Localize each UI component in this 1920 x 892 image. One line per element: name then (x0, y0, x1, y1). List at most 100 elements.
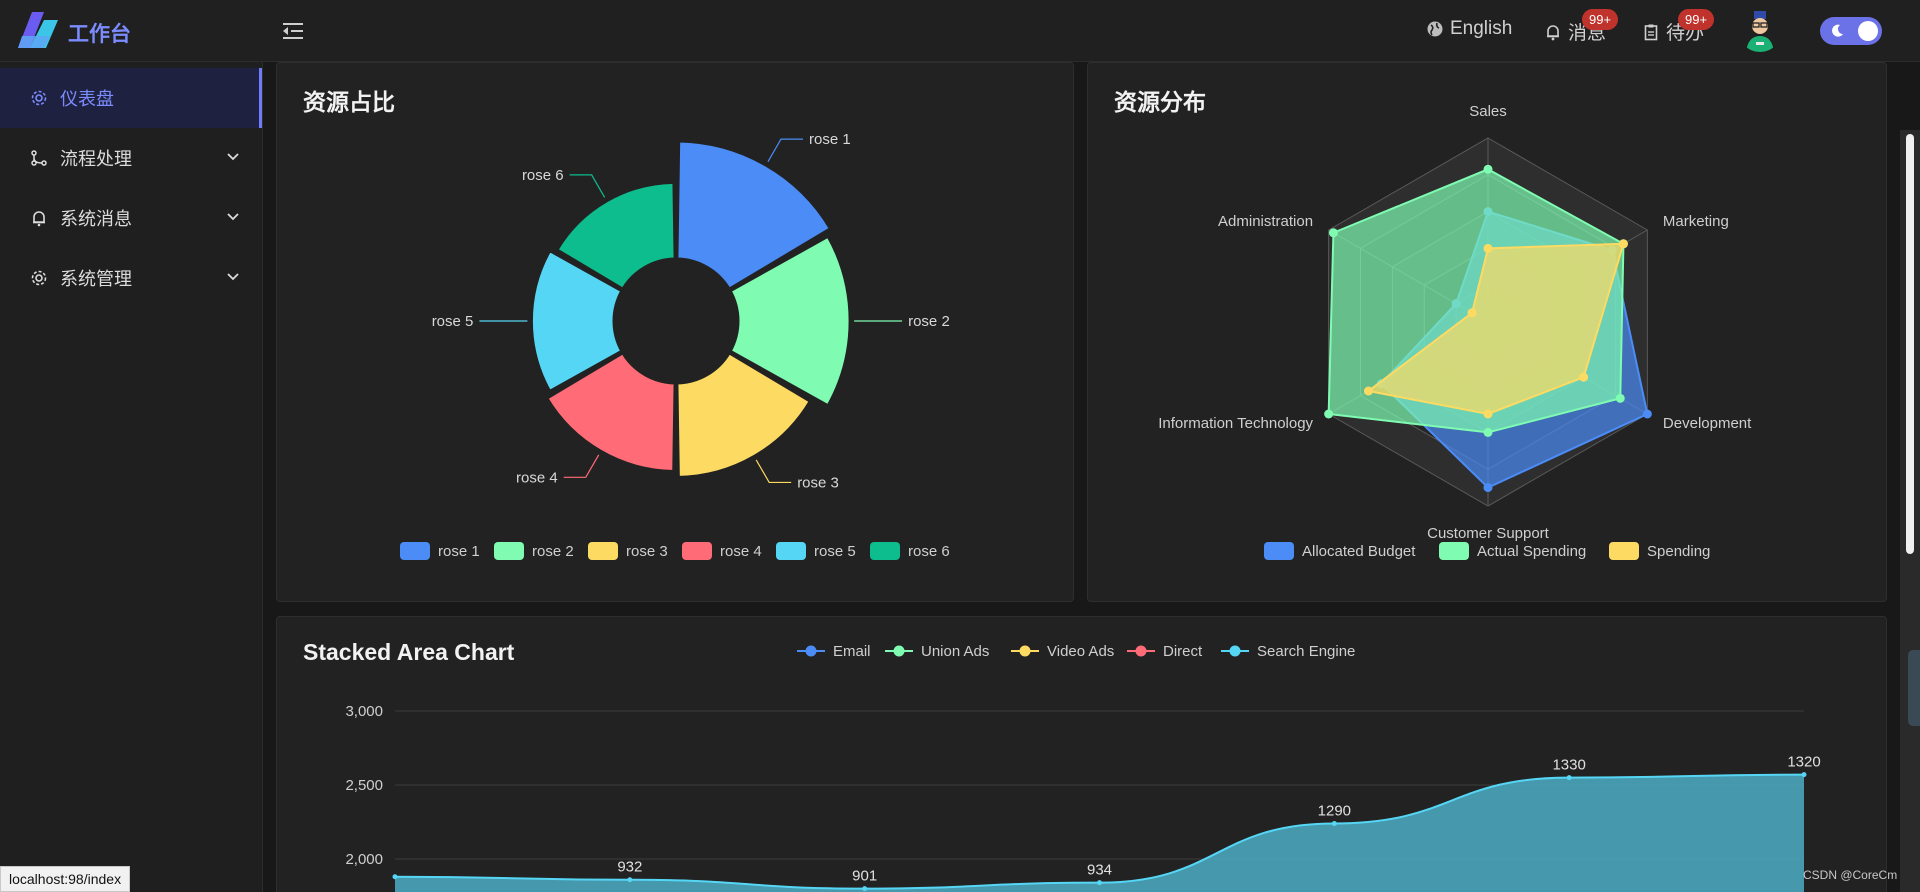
moon-icon (1832, 24, 1843, 37)
radar-chart: Sales Marketing Development Customer Suppor… (1158, 103, 1752, 560)
app-logo-icon[interactable] (14, 8, 64, 54)
radar-indicator-label: Administration (1218, 213, 1313, 230)
sidebar-item-label: 系统管理 (60, 269, 132, 289)
app-brand: 工作台 (68, 23, 131, 46)
rose-label: rose 3 (797, 474, 839, 491)
radar-point (1618, 239, 1628, 249)
area-series-fill (395, 774, 1804, 892)
legend-label: Email (833, 643, 871, 660)
app-header: 工作台 English 消息 99+ 待办 99+ (0, 0, 1920, 62)
radar-point (1483, 427, 1493, 437)
area-point (392, 874, 398, 880)
legend-label: Video Ads (1047, 643, 1114, 660)
messages-badge: 99+ (1582, 9, 1619, 30)
language-switch[interactable]: English (1426, 18, 1512, 40)
area-point (1097, 880, 1102, 886)
radar-indicator-label: Marketing (1663, 213, 1729, 230)
rose-label-line (563, 454, 600, 478)
dark-mode-toggle[interactable] (1820, 17, 1882, 45)
radar-indicator-label: Customer Support (1427, 525, 1550, 542)
legend-label: Allocated Budget (1302, 543, 1416, 560)
rose-label-line (755, 459, 792, 484)
radar-point (1324, 409, 1334, 419)
side-widget[interactable] (1908, 650, 1920, 726)
legend-swatch (1609, 542, 1639, 560)
legend-marker (893, 645, 905, 657)
legend-label: Search Engine (1257, 643, 1355, 660)
legend-marker (1019, 645, 1031, 657)
rose-chart: rose 1 rose 2 rose 3 rose 4 rose 5 rose 6 rose… (400, 131, 950, 560)
area-point (862, 886, 868, 892)
watermark: CSDN @CoreCm (1803, 868, 1898, 882)
radar-indicator-label: Sales (1469, 103, 1507, 120)
bell-icon (1547, 24, 1559, 40)
chevron-down-icon (227, 153, 239, 161)
rose-slice (555, 180, 677, 291)
rose-label: rose 1 (809, 131, 851, 148)
status-url: localhost:98/index (0, 866, 131, 892)
rose-label: rose 4 (516, 469, 558, 486)
gear-icon (31, 270, 47, 286)
area-chart: Email Union Ads Video Ads Direct Search Engi… (345, 643, 1821, 892)
legend-label: Actual Spending (1477, 543, 1586, 560)
rose-chart-card: 资源占比 rose 1 rose 2 rose 3 rose 4 rose 5 rose … (276, 62, 1074, 602)
area-data-label: 1290 (1318, 802, 1351, 819)
legend-swatch (494, 542, 524, 560)
sidebar-item-label: 仪表盘 (60, 89, 114, 109)
page-scrollbar[interactable] (1900, 130, 1920, 892)
radar-chart-card: 资源分布 Sales Marketing Development Customer S… (1087, 62, 1887, 602)
language-label: English (1450, 18, 1513, 39)
clipboard-icon (1644, 24, 1658, 40)
radar-point (1483, 409, 1493, 419)
legend-marker (1229, 645, 1241, 657)
area-data-label: 934 (1087, 862, 1112, 879)
legend-label: rose 1 (438, 543, 480, 560)
legend-label: rose 6 (908, 543, 950, 560)
rose-label: rose 5 (432, 313, 474, 330)
chevron-down-icon (227, 273, 239, 281)
chevron-down-icon (227, 213, 239, 221)
radar-point (1615, 393, 1625, 403)
radar-point (1483, 243, 1493, 253)
sidebar-item-dashboard[interactable]: 仪表盘 (0, 68, 262, 128)
area-ytick-label: 2,500 (345, 777, 383, 794)
rose-slice (675, 351, 812, 479)
gear-icon (31, 90, 47, 106)
radar-point (1467, 308, 1477, 318)
area-point (627, 877, 633, 883)
rose-slice (529, 249, 624, 393)
user-avatar[interactable] (1738, 8, 1782, 52)
legend-marker (805, 645, 817, 657)
legend-label: Spending (1647, 543, 1710, 560)
legend-swatch (870, 542, 900, 560)
legend-label: Union Ads (921, 643, 989, 660)
area-point (1331, 820, 1337, 826)
radar-point (1642, 409, 1652, 419)
legend-label: rose 4 (720, 543, 762, 560)
legend-swatch (776, 542, 806, 560)
sidebar-item-process[interactable]: 流程处理 (0, 128, 262, 188)
legend-swatch (588, 542, 618, 560)
collapse-sidebar-icon[interactable] (280, 18, 306, 44)
rose-label-line (767, 138, 803, 162)
area-point (1566, 775, 1572, 781)
scrollbar-thumb[interactable] (1906, 134, 1914, 554)
radar-point (1579, 372, 1589, 382)
bell-icon (33, 211, 45, 227)
legend-label: rose 3 (626, 543, 668, 560)
area-ytick-label: 2,000 (345, 851, 383, 868)
area-chart-title: Stacked Area Chart (303, 639, 515, 665)
legend-swatch (400, 542, 430, 560)
radar-point (1328, 228, 1338, 238)
legend-swatch (1264, 542, 1294, 560)
radar-point (1483, 483, 1493, 493)
sidebar-item-messages[interactable]: 系统消息 (0, 188, 262, 248)
globe-icon (1427, 21, 1443, 37)
legend-marker (1135, 645, 1147, 657)
radar-indicator-label: Development (1663, 415, 1752, 432)
area-chart-card: Stacked Area Chart Email Union Ads Video A… (276, 616, 1887, 892)
todo-badge: 99+ (1678, 9, 1715, 30)
radar-indicator-label: Information Technology (1158, 415, 1313, 432)
legend-swatch (1439, 542, 1469, 560)
sidebar-item-system[interactable]: 系统管理 (0, 248, 262, 308)
